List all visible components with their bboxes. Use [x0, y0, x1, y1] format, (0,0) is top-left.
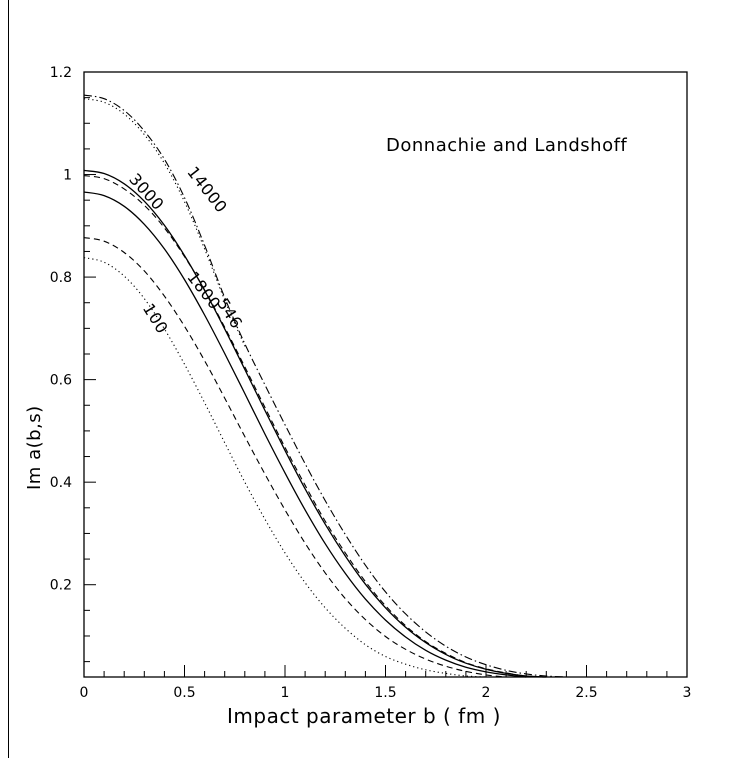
annotation: Donnachie and Landshoff	[386, 135, 627, 156]
curve-100	[83, 257, 487, 678]
x-tick-label: 1	[281, 685, 290, 701]
axis-tick-labels: 0 0.5 1 1.5 2 2.5 3 0.2 0.4 0.6 0.8 1 1.2	[50, 65, 692, 701]
curve-3000	[83, 169, 547, 678]
page-border	[8, 0, 754, 758]
x-axis-label: Impact parameter b ( fm )	[227, 704, 501, 728]
y-tick-label: 1.2	[50, 65, 72, 81]
curve-1800	[83, 191, 527, 678]
curve-14000	[83, 94, 567, 678]
axis-ticks	[83, 71, 688, 677]
x-tick-label: 3	[683, 685, 692, 701]
curve-546	[83, 237, 507, 678]
x-tick-label: 2.5	[575, 685, 597, 701]
x-tick-label: 1.5	[374, 685, 396, 701]
curve-label-14000: 14000	[183, 163, 231, 217]
x-tick-label: 0	[80, 685, 89, 701]
y-tick-label: 0.2	[50, 578, 72, 594]
curve-3000-dashed	[83, 175, 547, 678]
curve-label-100: 100	[139, 300, 172, 337]
y-tick-label: 0.4	[50, 475, 72, 491]
y-tick-label: 0.8	[50, 270, 72, 286]
y-tick-label: 0.6	[50, 373, 72, 389]
plot-frame	[83, 71, 688, 678]
y-tick-label: 1	[63, 168, 72, 184]
x-tick-label: 0.5	[173, 685, 195, 701]
y-axis-label: Im a(b,s)	[24, 405, 45, 490]
x-tick-label: 2	[482, 685, 491, 701]
curves	[83, 94, 567, 678]
